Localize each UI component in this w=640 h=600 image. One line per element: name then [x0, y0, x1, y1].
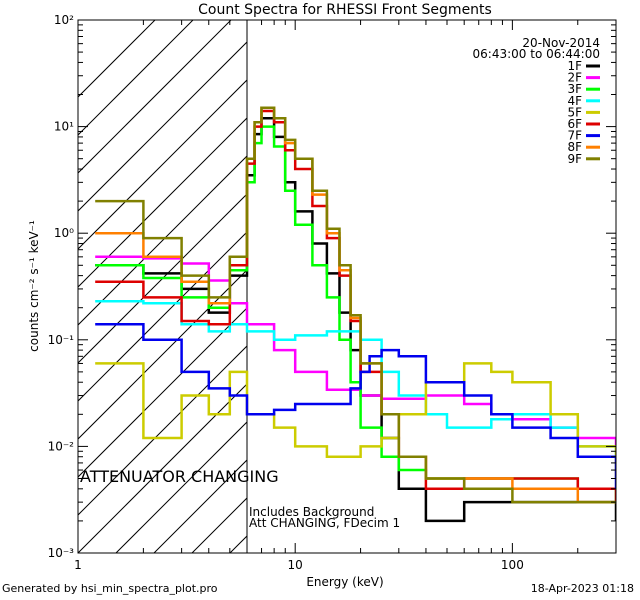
- hatch-line: [78, 193, 248, 364]
- generated-date: 18-Apr-2023 01:18: [530, 582, 634, 595]
- x-tick-label: 10: [288, 558, 303, 572]
- legend-label-8F: 8F: [567, 140, 582, 154]
- legend-label-7F: 7F: [567, 129, 582, 143]
- legend-label-4F: 4F: [567, 94, 582, 108]
- date-label: 20-Nov-2014: [522, 36, 600, 50]
- generated-by-note: Generated by hsi_min_spectra_plot.pro: [2, 582, 218, 595]
- attenuator-label: ATTENUATOR CHANGING: [80, 467, 279, 486]
- hatch-line: [78, 20, 194, 136]
- hatch-line: [78, 307, 248, 478]
- hatch-line: [78, 41, 248, 212]
- x-tick-label: 100: [501, 558, 524, 572]
- hatch-line: [420, 20, 640, 553]
- series-line-8F: [95, 106, 616, 504]
- hatch-line: [268, 20, 640, 553]
- series-line-9F: [95, 106, 616, 504]
- chart-title: Count Spectra for RHESSI Front Segments: [198, 2, 492, 18]
- legend-label-9F: 9F: [567, 152, 582, 166]
- series-line-4F: [95, 299, 616, 457]
- hatch-line: [78, 20, 232, 174]
- series-line-2F: [95, 255, 616, 447]
- y-tick-label: 10⁻³: [48, 546, 75, 560]
- y-tick-label: 10⁻²: [48, 439, 75, 453]
- x-tick-labels: 1 10 100: [74, 558, 524, 572]
- hatch-line: [115, 421, 248, 553]
- series-line-6F: [95, 109, 616, 503]
- series-line-7F: [95, 322, 616, 489]
- legend-label-6F: 6F: [567, 117, 582, 131]
- hatch-line: [78, 383, 248, 553]
- hatch-line: [78, 231, 248, 402]
- legend-label-1F: 1F: [567, 59, 582, 73]
- series-line-1F: [95, 116, 616, 523]
- hatch-line: [610, 20, 640, 553]
- plot-frame: [77, 19, 617, 554]
- attenuator-hatch-region: [78, 20, 640, 553]
- x-axis-label: Energy (keV): [306, 575, 383, 589]
- axis-ticks: [77, 19, 617, 554]
- hatch-line: [153, 459, 248, 553]
- series-lines: [95, 106, 616, 523]
- hatch-line: [572, 20, 640, 553]
- legend-label-2F: 2F: [567, 71, 582, 85]
- hatch-line: [78, 155, 248, 326]
- attenuator-note: Att CHANGING, FDecim 1: [249, 516, 400, 530]
- series-line-5F: [95, 362, 616, 479]
- hatch-line: [458, 20, 640, 553]
- y-tick-label: 10⁰: [54, 226, 74, 240]
- hatch-line: [78, 345, 248, 516]
- legend-label-5F: 5F: [567, 105, 582, 119]
- x-tick-label: 1: [74, 558, 82, 572]
- hatch-line: [382, 20, 640, 553]
- background-note: Includes Background: [249, 505, 374, 519]
- time-range-label: 06:43:00 to 06:44:00: [473, 47, 600, 61]
- legend-label-3F: 3F: [567, 82, 582, 96]
- y-tick-labels: 10⁻³ 10⁻² 10⁻¹ 10⁰ 10¹ 10²: [48, 13, 75, 560]
- y-tick-label: 10²: [54, 13, 74, 27]
- y-axis-label: counts cm⁻² s⁻¹ keV⁻¹: [27, 220, 41, 352]
- hatch-line: [78, 79, 248, 250]
- y-tick-label: 10⁻¹: [48, 333, 75, 347]
- y-tick-label: 10¹: [54, 120, 74, 134]
